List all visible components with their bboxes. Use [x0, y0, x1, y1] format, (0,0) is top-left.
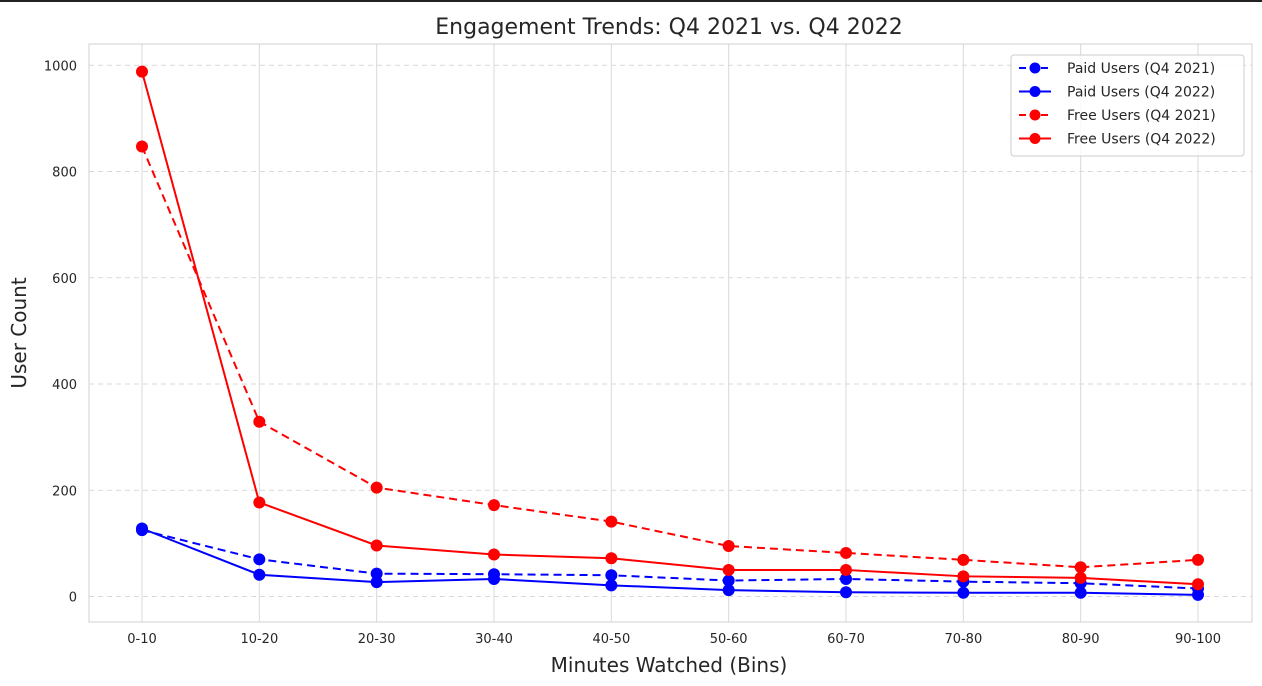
- data-point: [840, 572, 852, 585]
- data-point: [840, 546, 852, 559]
- data-point: [722, 574, 735, 587]
- data-point: [370, 481, 383, 494]
- legend-item: Paid Users (Q4 2022): [1019, 85, 1215, 101]
- x-tick-label: 0-10: [127, 632, 157, 647]
- y-axis-label: User Count: [7, 277, 31, 388]
- data-point: [488, 499, 500, 512]
- data-point: [840, 586, 852, 599]
- data-point: [136, 140, 148, 153]
- data-point: [370, 539, 383, 552]
- data-point: [253, 553, 266, 566]
- legend-label: Paid Users (Q4 2022): [1067, 85, 1215, 101]
- series-group: [136, 65, 1204, 601]
- legend-label: Paid Users (Q4 2021): [1067, 61, 1215, 77]
- x-tick-label: 90-100: [1175, 632, 1221, 647]
- data-point: [488, 548, 500, 561]
- data-point: [1074, 571, 1087, 584]
- y-tick-label: 1000: [44, 59, 77, 74]
- legend: Paid Users (Q4 2021) Paid Users (Q4 2022)…: [1010, 54, 1245, 157]
- data-point: [253, 496, 266, 509]
- y-axis-ticks: 0 200 400 600 800 1000: [44, 59, 77, 605]
- legend-box: [1010, 54, 1245, 157]
- legend-label: Free Users (Q4 2021): [1067, 108, 1216, 124]
- series-line: [141, 71, 1199, 586]
- data-point: [840, 563, 852, 576]
- top-border: [0, 0, 1262, 2]
- y-tick-label: 800: [52, 166, 77, 181]
- legend-marker: [1029, 86, 1041, 97]
- series: [136, 65, 1204, 591]
- data-point: [722, 540, 735, 553]
- series-line: [141, 527, 1199, 596]
- x-tick-label: 70-80: [944, 632, 982, 647]
- legend-item: Free Users (Q4 2021): [1019, 108, 1216, 124]
- data-point: [605, 579, 618, 592]
- x-axis-label: Minutes Watched (Bins): [551, 653, 788, 677]
- data-point: [1074, 586, 1087, 599]
- y-tick-label: 0: [69, 591, 77, 606]
- data-point: [722, 584, 735, 597]
- data-point: [1192, 588, 1204, 601]
- x-tick-label: 60-70: [827, 632, 865, 647]
- data-point: [1074, 561, 1087, 574]
- x-tick-label: 80-90: [1062, 632, 1100, 647]
- data-point: [605, 515, 618, 528]
- series: [136, 522, 1204, 601]
- legend-marker: [1029, 133, 1041, 144]
- data-point: [488, 572, 500, 585]
- data-point: [370, 567, 383, 580]
- data-point: [722, 563, 735, 576]
- data-point: [253, 568, 266, 581]
- series-line: [141, 146, 1199, 569]
- chart-title: Engagement Trends: Q4 2021 vs. Q4 2022: [435, 15, 902, 40]
- data-point: [957, 570, 970, 583]
- data-point: [605, 569, 618, 582]
- legend-label: Free Users (Q4 2022): [1067, 132, 1216, 148]
- legend-marker: [1029, 109, 1041, 121]
- series-line: [141, 529, 1199, 590]
- x-tick-label: 10-20: [240, 632, 278, 647]
- data-point: [253, 415, 266, 428]
- x-tick-label: 40-50: [592, 632, 630, 647]
- plot-frame: [88, 43, 1253, 623]
- data-point: [370, 576, 383, 589]
- y-tick-label: 400: [52, 378, 77, 393]
- data-point: [957, 553, 970, 566]
- x-tick-label: 50-60: [710, 632, 748, 647]
- x-tick-label: 20-30: [358, 632, 396, 647]
- data-point: [605, 552, 618, 565]
- data-point: [1192, 578, 1204, 591]
- x-axis-ticks: 0-10 10-20 20-30 30-40 40-50 50-60 60-70 70-80 8…: [127, 632, 1221, 647]
- data-point: [1192, 553, 1204, 566]
- y-tick-label: 200: [52, 484, 77, 499]
- data-point: [136, 65, 148, 78]
- x-tick-label: 30-40: [475, 632, 513, 647]
- data-point: [957, 586, 970, 599]
- legend-marker: [1029, 62, 1041, 74]
- y-tick-label: 600: [52, 272, 77, 287]
- data-point: [136, 522, 148, 535]
- series: [136, 140, 1204, 574]
- legend-item: Free Users (Q4 2022): [1019, 132, 1216, 148]
- legend-item: Paid Users (Q4 2021): [1019, 61, 1215, 77]
